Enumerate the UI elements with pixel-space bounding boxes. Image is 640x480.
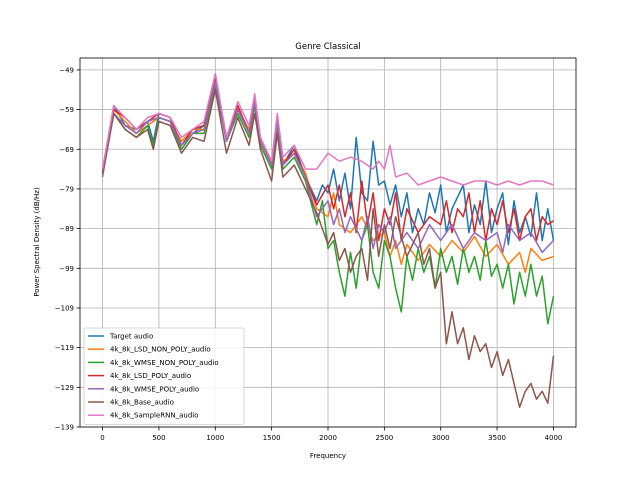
y-tick-label: −69 <box>59 146 74 154</box>
series-line-2 <box>101 85 555 325</box>
x-tick-label: 3000 <box>432 434 450 442</box>
x-tick-label: 500 <box>152 434 165 442</box>
y-tick-label: −59 <box>59 106 74 114</box>
series-line-6 <box>101 73 554 186</box>
y-axis-label: Power Spectral Density (dB/Hz) <box>33 187 41 297</box>
legend-entry: 4k_8k_LSD_NON_POLY_audio <box>110 346 211 354</box>
series-line-3 <box>101 77 554 242</box>
x-axis: 0 500 1000 1500 2000 2500 3000 3500 4000 <box>100 427 562 442</box>
x-axis-label: Frequency <box>310 452 346 460</box>
y-tick-label: −109 <box>55 304 74 312</box>
y-tick-label: −99 <box>59 265 74 273</box>
x-tick-label: 3500 <box>488 434 506 442</box>
legend-entry: 4k_8k_WMSE_NON_POLY_audio <box>110 359 219 367</box>
y-tick-label: −49 <box>59 66 74 74</box>
series-group <box>101 73 555 408</box>
x-tick-label: 1000 <box>206 434 224 442</box>
legend-box <box>83 327 245 425</box>
legend-entry: Target audio <box>109 333 153 341</box>
y-tick-label: −79 <box>59 185 74 193</box>
y-tick-label: −129 <box>55 384 74 392</box>
series-line-1 <box>101 81 554 274</box>
y-axis: −139 −129 −119 −109 −99 −89 −79 −69 −59 −49 <box>55 66 80 432</box>
x-tick-label: 0 <box>100 434 104 442</box>
legend-entry: 4k_8k_Base_audio <box>110 399 174 407</box>
legend-entry: 4k_8k_WMSE_POLY_audio <box>110 385 199 393</box>
x-tick-label: 4000 <box>545 434 563 442</box>
chart-title: Genre Classical <box>295 42 360 52</box>
legend-entry: 4k_8k_SampleRNN_audio <box>110 412 199 420</box>
series-line-4 <box>101 81 555 254</box>
y-tick-label: −119 <box>55 344 74 352</box>
legend: Target audio 4k_8k_LSD_NON_POLY_audio 4k_8… <box>83 327 245 425</box>
x-tick-label: 2500 <box>375 434 393 442</box>
x-tick-label: 1500 <box>263 434 281 442</box>
y-tick-label: −89 <box>59 225 74 233</box>
y-tick-label: −139 <box>55 424 74 432</box>
series-line-5 <box>101 88 555 408</box>
legend-entry: 4k_8k_LSD_POLY_audio <box>110 372 191 380</box>
x-tick-label: 2000 <box>319 434 337 442</box>
